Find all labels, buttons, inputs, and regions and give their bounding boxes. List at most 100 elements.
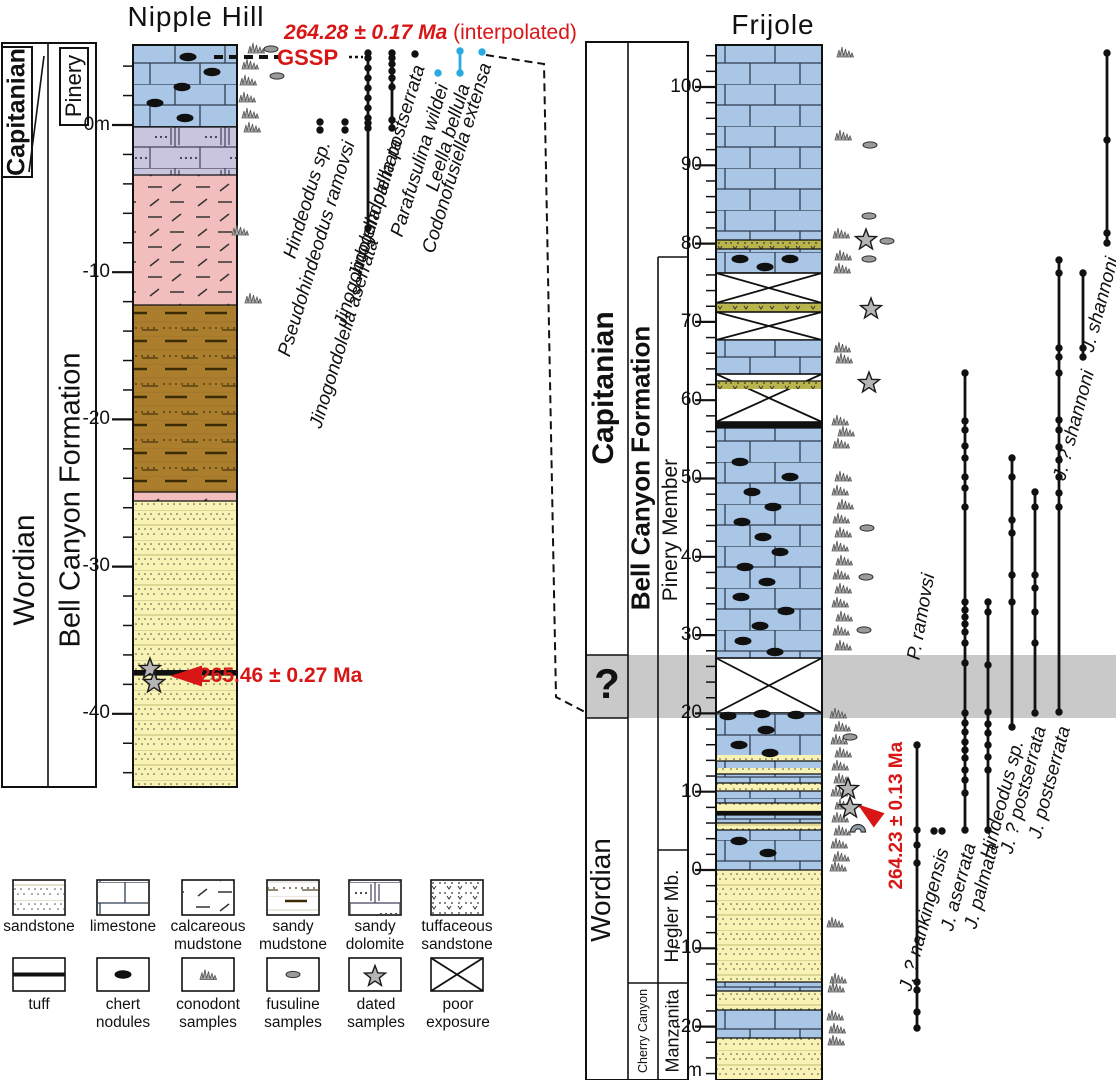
interpolated-date-note: (interpolated) [447,21,577,44]
occurrence-dot [984,661,992,669]
legend-label-fusuline-samples: fusuline samples [264,996,322,1031]
interpolated-date-value: 264.28 ± 0.17 Ma [284,21,448,44]
lith-pattern-dolomite [133,127,237,175]
occurrence-dot [961,746,969,754]
frijole-date-arrow [857,804,885,828]
conodont-sample-icon [831,540,849,552]
lith-pattern-sandstone [716,803,822,811]
chert-nodule-icon [751,621,769,631]
legend-chert-icon [114,970,132,979]
occurrence-dot [364,84,372,92]
occurrence-dot [1008,723,1016,731]
conodont-sample-icon [244,292,262,304]
occurrence-dot [364,54,372,62]
conodont-sample-icon [831,596,849,608]
occurrence-dot [961,473,969,481]
occurrence-dot [1103,229,1111,237]
occurrence-dot [1031,639,1039,647]
occurrence-dot [913,978,921,986]
occurrence-dot [388,124,396,132]
stage-boundary-diagonal [28,55,45,173]
nipple-formation: Bell Canyon Formation [54,352,87,648]
occurrence-dot [984,729,992,737]
frijole-header-table [585,41,689,1080]
occurrence-dot [411,50,419,58]
occurrence-dot [1055,443,1063,451]
chert-nodule-icon [781,254,799,264]
fusuline-sample-icon [862,141,878,149]
occurrence-dot [1055,708,1063,716]
occurrence-dot [1008,473,1016,481]
conodont-sample-icon [832,512,850,524]
occurrence-dot [1031,488,1039,496]
legend-poor-exposure-x [430,957,484,992]
occurrence-dot [961,738,969,746]
conodont-sample-icon [837,425,855,437]
lith-pattern-sandstone [716,991,822,1010]
legend-pattern-sandstone [14,881,64,914]
occurrence-dot [364,224,372,232]
conodont-sample-icon [243,121,261,133]
lith-pattern-sandstone [716,783,822,791]
conodont-sample-icon [828,1022,846,1034]
occurrence-dot [961,620,969,628]
occurrence-dot [1103,136,1111,144]
poor-exposure-x [715,657,823,714]
legend-label-dated-samples: dated samples [347,996,405,1031]
occurrence-dot [364,74,372,82]
fusuline-sample-icon [856,626,872,634]
occurrence-dot [316,118,324,126]
conodont-sample-icon [832,227,850,239]
legend-pattern-limestone [98,881,148,914]
conodont-sample-icon [830,837,848,849]
dated-sample-star-icon [857,371,881,393]
dated-sample-star-icon [838,796,862,818]
conodont-sample-icon [833,341,851,353]
conodont-sample-icon [829,860,847,872]
occurrence-dot [961,426,969,434]
lith-pattern-calcmud [133,492,237,501]
conodont-sample-icon [827,1034,845,1046]
uncertain-interval-band [586,655,1116,718]
occurrence-dot [1031,503,1039,511]
conodont-sample-icon [239,74,257,86]
conodont-sample-icon [834,470,852,482]
occurrence-dot [1055,256,1063,264]
chert-nodule-icon [203,67,221,77]
occurrence-dot [341,118,349,126]
lith-pattern-limestone [716,791,822,803]
occurrence-dot [961,776,969,784]
occurrence-dot [1008,598,1016,606]
conodont-sample-icon [832,568,850,580]
occurrence-dot [1055,489,1063,497]
lith-pattern-limestone [716,774,822,783]
chert-nodule-icon [787,710,805,720]
occurrence-dot [1031,584,1039,592]
occurrence-dot [434,69,442,77]
lith-pattern-limestone [716,815,822,823]
frijole-scale-10: 10 [680,781,702,802]
conodont-sample-icon [833,262,851,274]
legend-label-sandy-dolomite: sandy dolomite [345,918,405,953]
occurrence-dot [1103,49,1111,57]
occurrence-dot [984,720,992,728]
occurrence-dot [388,116,396,124]
nipple-scale--10: -10 [82,261,110,282]
chert-nodule-icon [732,592,750,602]
conodont-sample-icon [836,498,854,510]
occurrence-dot [961,606,969,614]
chert-nodule-icon [743,487,761,497]
frijole-scale-m: m [686,1060,702,1080]
column-border [715,44,823,1080]
gssp-label: GSSP [277,45,339,70]
occurrence-dot [1055,473,1063,481]
occurrence-dot [961,454,969,462]
frijole-scale-90: 90 [680,154,702,175]
occurrence-dot [1031,571,1039,579]
occurrence-dot [961,503,969,511]
fusuline-sample-icon [263,45,279,53]
lith-pattern-sandymud [133,305,237,492]
frijole-scale-20: 20 [680,702,702,723]
conodont-sample-icon [832,850,850,862]
